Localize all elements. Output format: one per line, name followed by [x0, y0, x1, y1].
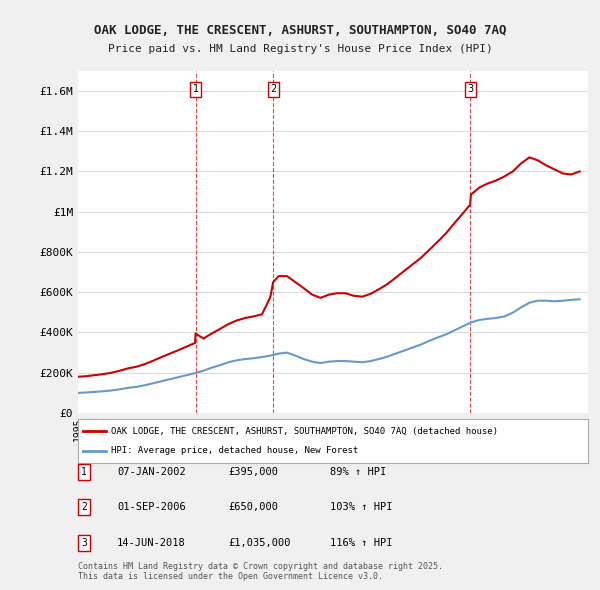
Text: OAK LODGE, THE CRESCENT, ASHURST, SOUTHAMPTON, SO40 7AQ (detached house): OAK LODGE, THE CRESCENT, ASHURST, SOUTHA…: [111, 427, 498, 436]
Text: 89% ↑ HPI: 89% ↑ HPI: [330, 467, 386, 477]
Text: 1: 1: [193, 84, 199, 94]
Text: £1,035,000: £1,035,000: [228, 538, 290, 548]
Text: 2: 2: [270, 84, 276, 94]
Text: 14-JUN-2018: 14-JUN-2018: [117, 538, 186, 548]
Text: 103% ↑ HPI: 103% ↑ HPI: [330, 503, 392, 512]
Text: 3: 3: [467, 84, 473, 94]
Text: £650,000: £650,000: [228, 503, 278, 512]
Text: 2: 2: [81, 503, 87, 512]
Text: 1: 1: [81, 467, 87, 477]
Text: 07-JAN-2002: 07-JAN-2002: [117, 467, 186, 477]
Text: 01-SEP-2006: 01-SEP-2006: [117, 503, 186, 512]
Text: HPI: Average price, detached house, New Forest: HPI: Average price, detached house, New …: [111, 446, 358, 455]
Text: Price paid vs. HM Land Registry's House Price Index (HPI): Price paid vs. HM Land Registry's House …: [107, 44, 493, 54]
Text: 3: 3: [81, 538, 87, 548]
Text: 116% ↑ HPI: 116% ↑ HPI: [330, 538, 392, 548]
Text: £395,000: £395,000: [228, 467, 278, 477]
Text: OAK LODGE, THE CRESCENT, ASHURST, SOUTHAMPTON, SO40 7AQ: OAK LODGE, THE CRESCENT, ASHURST, SOUTHA…: [94, 24, 506, 37]
Text: Contains HM Land Registry data © Crown copyright and database right 2025.
This d: Contains HM Land Registry data © Crown c…: [78, 562, 443, 581]
